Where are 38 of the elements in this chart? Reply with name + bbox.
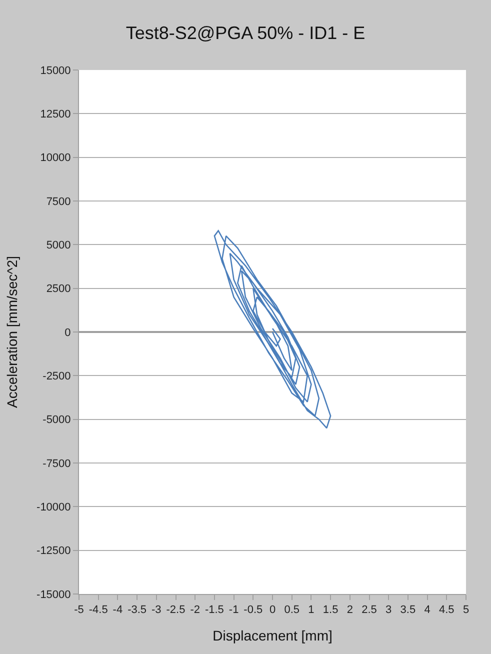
- x-tick-label: -4: [112, 604, 123, 616]
- x-tick-label: 1.5: [322, 604, 338, 616]
- y-tick-label: 10000: [40, 152, 71, 164]
- x-tick-label: 2: [346, 604, 353, 616]
- y-tick-label: -15000: [36, 588, 71, 601]
- line-series: [214, 230, 332, 429]
- y-tick-label: -2500: [42, 370, 71, 383]
- x-tick-label: 3: [386, 604, 392, 616]
- y-tick-label: -5000: [42, 414, 71, 426]
- x-tick-label: -1.5: [204, 604, 224, 616]
- x-tick-label: -3: [152, 604, 162, 616]
- y-tick-label: -7500: [42, 458, 71, 470]
- x-tick-label: 4: [424, 604, 430, 616]
- x-tick-label: -0.5: [244, 604, 263, 616]
- y-tick-label: 15000: [40, 64, 71, 77]
- y-tick-label: 5000: [46, 240, 71, 252]
- x-tick-label: 4.5: [439, 604, 454, 616]
- x-tick-label: -5: [74, 604, 84, 616]
- y-tick-label: 2500: [46, 283, 71, 296]
- x-tick-label: 1: [308, 604, 314, 616]
- y-tick-label: -10000: [36, 502, 71, 514]
- y-tick-label: 12500: [40, 108, 71, 121]
- chart-title: Test8-S2@PGA 50% - ID1 - E: [126, 22, 366, 43]
- x-tick-label: 5: [462, 604, 470, 616]
- x-axis-title: Displacement [mm]: [212, 628, 332, 644]
- x-tick-label: -1: [228, 604, 239, 616]
- x-tick-label: 3.5: [400, 604, 416, 616]
- y-tick-label: 0: [64, 326, 71, 339]
- x-tick-label: -4.5: [88, 604, 108, 616]
- x-tick-label: 2.5: [362, 604, 377, 616]
- x-tick-label: 0: [269, 604, 276, 616]
- x-tick-label: 0.5: [284, 604, 300, 616]
- y-tick-label: 7500: [46, 196, 71, 208]
- x-tick-label: -2.5: [166, 604, 186, 616]
- y-axis-title: Acceleration [mm/sec^2]: [4, 256, 20, 408]
- x-tick-label: -3.5: [128, 604, 147, 616]
- y-tick-label: -12500: [36, 545, 71, 558]
- x-tick-label: -2: [190, 604, 200, 616]
